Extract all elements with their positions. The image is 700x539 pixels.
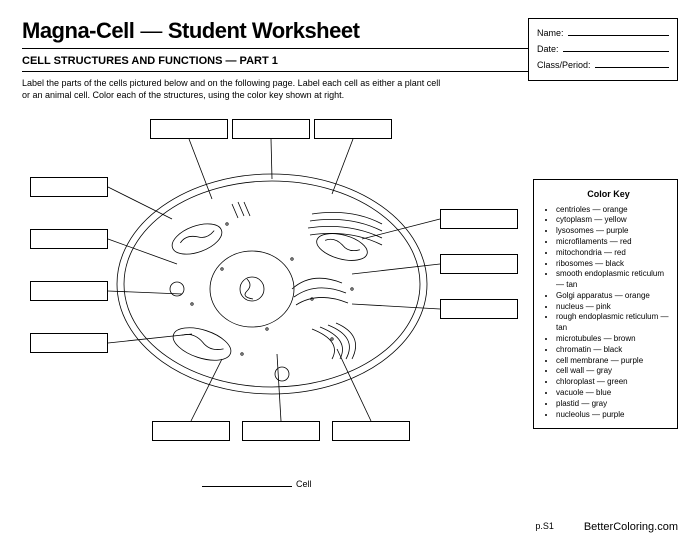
color-key-item: cell wall — gray [556,366,669,377]
color-key-item: plastid — gray [556,399,669,410]
color-key-item: chromatin — black [556,345,669,356]
date-row: Date: [537,41,669,57]
label-box-3[interactable] [30,177,108,197]
color-key-item: rough endoplasmic reticulum — tan [556,312,669,334]
class-row: Class/Period: [537,57,669,73]
color-key-item: chloroplast — green [556,377,669,388]
name-row: Name: [537,25,669,41]
subtitle: CELL STRUCTURES AND FUNCTIONS — PART 1 [22,55,528,67]
cell-type-field[interactable] [202,486,292,487]
diagram-area: Color Key centrioles — orangecytoplasm —… [22,109,678,489]
label-box-8[interactable] [440,254,518,274]
color-key-box: Color Key centrioles — orangecytoplasm —… [533,179,678,429]
color-key-item: nucleolus — purple [556,410,669,421]
page-number: p.S1 [535,521,554,533]
color-key-title: Color Key [548,188,669,200]
cell-diagram [82,129,442,429]
label-box-2[interactable] [314,119,392,139]
main-title: Magna-Cell—Student Worksheet [22,18,528,44]
color-key-item: nucleus — pink [556,302,669,313]
class-label: Class/Period: [537,57,591,73]
date-field[interactable] [563,42,669,52]
label-box-12[interactable] [332,421,410,441]
label-box-4[interactable] [30,229,108,249]
label-box-9[interactable] [440,299,518,319]
instructions-text: Label the parts of the cells pictured be… [22,78,442,101]
class-field[interactable] [595,58,669,68]
title-block: Magna-Cell—Student Worksheet CELL STRUCT… [22,18,528,101]
title-part-b: Student Worksheet [168,18,360,43]
color-key-item: smooth endoplasmic reticulum — tan [556,269,669,291]
footer: p.S1 BetterColoring.com [535,521,678,533]
source-credit: BetterColoring.com [584,521,678,533]
title-part-a: Magna-Cell [22,18,134,43]
label-box-5[interactable] [30,281,108,301]
label-box-11[interactable] [242,421,320,441]
name-label: Name: [537,25,564,41]
color-key-item: cell membrane — purple [556,356,669,367]
color-key-item: lysosomes — purple [556,226,669,237]
title-dash: — [140,18,162,43]
color-key-item: microfilaments — red [556,237,669,248]
color-key-item: Golgi apparatus — orange [556,291,669,302]
color-key-item: centrioles — orange [556,205,669,216]
title-rule [22,48,528,49]
label-box-10[interactable] [152,421,230,441]
label-box-1[interactable] [232,119,310,139]
color-key-item: vacuole — blue [556,388,669,399]
color-key-list: centrioles — orangecytoplasm — yellowlys… [548,205,669,421]
cell-type-label: Cell [296,479,312,489]
date-label: Date: [537,41,559,57]
color-key-item: cytoplasm — yellow [556,215,669,226]
color-key-item: microtubules — brown [556,334,669,345]
label-box-0[interactable] [150,119,228,139]
student-info-box: Name: Date: Class/Period: [528,18,678,81]
label-box-7[interactable] [440,209,518,229]
label-box-6[interactable] [30,333,108,353]
color-key-item: ribosomes — black [556,259,669,270]
name-field[interactable] [568,26,669,36]
cell-type-row: Cell [202,479,312,489]
subtitle-rule [22,71,528,72]
color-key-item: mitochondria — red [556,248,669,259]
header-row: Magna-Cell—Student Worksheet CELL STRUCT… [22,18,678,101]
